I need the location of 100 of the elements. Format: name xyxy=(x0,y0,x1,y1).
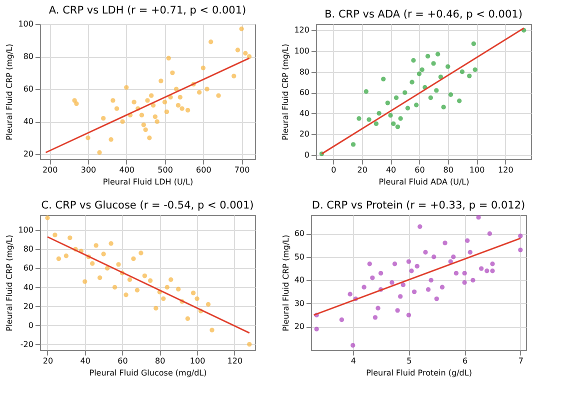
point xyxy=(74,101,79,106)
point xyxy=(409,268,414,274)
point xyxy=(94,243,98,248)
point xyxy=(210,328,214,332)
point xyxy=(148,278,153,283)
point xyxy=(411,58,416,63)
x-tick-label: 100 xyxy=(469,166,485,174)
point xyxy=(110,98,116,103)
chart-title: A. CRP vs LDH (r = +0.71, p < 0.001) xyxy=(48,4,246,16)
point xyxy=(414,102,419,108)
x-tick-label: 20 xyxy=(42,356,54,366)
point xyxy=(97,275,102,280)
point xyxy=(518,234,523,238)
point xyxy=(56,256,62,262)
point xyxy=(435,52,440,56)
y-tick-label: 0 xyxy=(304,150,310,160)
point xyxy=(64,254,69,258)
point xyxy=(406,312,412,318)
y-tick-label: 20 xyxy=(23,150,34,159)
point xyxy=(370,276,375,280)
point xyxy=(440,284,445,290)
y-axis-title: Pleural Fluid CRP (mg/L) xyxy=(5,44,14,140)
point xyxy=(490,262,495,266)
point xyxy=(134,288,140,292)
y-tick-label: 60 xyxy=(299,88,310,98)
point xyxy=(314,326,319,332)
point xyxy=(400,282,406,288)
point xyxy=(366,117,372,122)
point xyxy=(402,90,408,95)
point xyxy=(143,127,148,132)
point xyxy=(448,259,453,264)
point xyxy=(101,252,106,256)
x-tick-label: 300 xyxy=(80,166,96,174)
x-tick-label: 80 xyxy=(443,166,454,174)
y-axis-title: Pleural Fluid CRP (mg/L) xyxy=(281,234,290,332)
point xyxy=(116,262,121,267)
point xyxy=(216,93,221,98)
point xyxy=(467,74,472,78)
x-tick-label: 5 xyxy=(406,356,412,366)
x-tick-label: 40 xyxy=(80,356,90,366)
point xyxy=(164,284,170,290)
x-tick-label: 120 xyxy=(498,166,514,174)
y-tick-label: 20 xyxy=(23,302,34,311)
x-tick-label: 60 xyxy=(118,356,128,366)
y-tick-label: 0 xyxy=(28,320,34,330)
point xyxy=(405,106,410,110)
point xyxy=(406,259,412,264)
y-tick-label: 80 xyxy=(23,52,34,62)
y-tick-label: 100 xyxy=(294,46,310,56)
point xyxy=(372,315,378,320)
y-tick-label: 40 xyxy=(23,117,34,126)
point xyxy=(471,41,476,46)
chart-title: D. CRP vs Protein (r = +0.33, p = 0.012) xyxy=(312,199,526,212)
point xyxy=(518,248,523,252)
point xyxy=(239,26,244,32)
point xyxy=(465,238,470,243)
point xyxy=(448,92,454,97)
y-tick-label: 60 xyxy=(294,229,304,238)
point xyxy=(418,224,422,229)
point xyxy=(138,250,144,256)
point xyxy=(395,124,400,130)
point xyxy=(104,266,110,271)
y-axis-title: Pleural Fluid CRP (mg/L) xyxy=(281,44,290,140)
point xyxy=(428,95,434,100)
y-axis-title: Pleural Fluid CRP (mg/L) xyxy=(5,234,14,332)
y-tick-label: 100 xyxy=(18,20,34,28)
point xyxy=(196,90,202,95)
point xyxy=(232,74,236,78)
point xyxy=(154,306,158,311)
point xyxy=(52,232,58,238)
point xyxy=(150,102,156,108)
point xyxy=(470,278,476,283)
point xyxy=(168,277,174,282)
point xyxy=(487,231,492,236)
point xyxy=(235,48,240,52)
x-tick-label: 120 xyxy=(227,356,243,366)
y-tick-label: 120 xyxy=(294,26,310,35)
x-axis-title: Pleural Fluid LDH (U/L) xyxy=(102,178,194,186)
point xyxy=(376,306,380,310)
point xyxy=(194,296,200,301)
point xyxy=(139,112,144,118)
point xyxy=(462,280,467,285)
point xyxy=(391,121,396,126)
point xyxy=(425,54,430,59)
point xyxy=(490,268,495,274)
point xyxy=(410,80,414,84)
x-tick-label: 6 xyxy=(462,356,468,366)
point xyxy=(178,94,182,100)
x-tick-label: 600 xyxy=(196,166,212,174)
point xyxy=(460,69,465,74)
x-tick-label: 80 xyxy=(155,356,166,366)
point xyxy=(472,67,478,72)
x-tick-label: 500 xyxy=(158,166,173,174)
point xyxy=(446,64,450,69)
x-tick-label: 4 xyxy=(350,356,356,366)
point xyxy=(114,106,120,111)
y-tick-label: 40 xyxy=(294,276,304,285)
point xyxy=(348,292,352,296)
point xyxy=(378,270,384,276)
point xyxy=(434,296,439,302)
